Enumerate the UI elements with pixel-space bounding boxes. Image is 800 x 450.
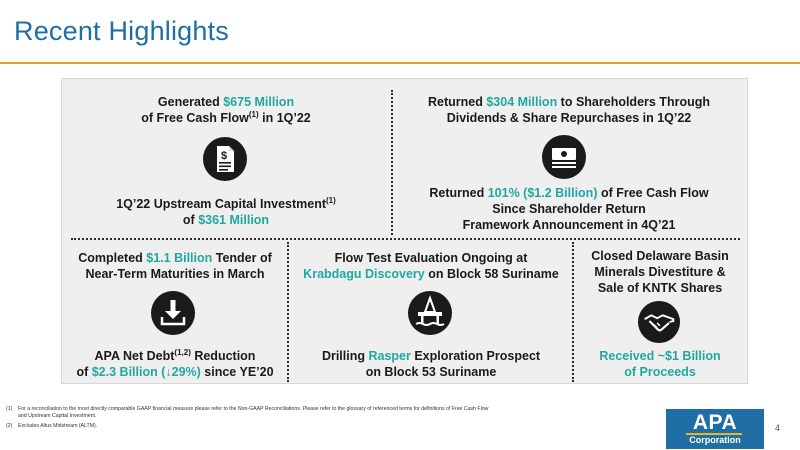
svg-text:$: $ bbox=[221, 150, 227, 162]
divider-top-vertical bbox=[391, 90, 393, 235]
cash-stack-icon bbox=[542, 135, 586, 179]
fcf-line: Generated $675 Million bbox=[157, 95, 295, 109]
page-number: 4 bbox=[775, 423, 781, 433]
footnote-2: (2) Excludes Altus Midstream (ALTM). bbox=[6, 423, 98, 429]
handshake-icon bbox=[637, 300, 681, 344]
shareholder-return-block: Returned $304 Million to Shareholders Th… bbox=[428, 95, 710, 125]
net-debt-block: APA Net Debt(1,2) Reduction of $2.3 Bill… bbox=[76, 347, 274, 379]
divider-bottom-right bbox=[572, 242, 574, 382]
footnote-1: (1) For a reconciliation to the most dire… bbox=[6, 406, 489, 412]
offshore-rig-icon bbox=[408, 291, 452, 335]
proceeds-block: Received ~$1 Billion of Proceeds bbox=[599, 349, 721, 379]
tender-block: Completed $1.1 Billion Tender of Near-Te… bbox=[78, 251, 272, 281]
divider-horizontal bbox=[71, 238, 740, 240]
apa-logo: APA Corporation bbox=[666, 409, 764, 449]
capital-investment-block: 1Q’22 Upstream Capital Investment(1) of … bbox=[116, 195, 336, 227]
title-rule bbox=[0, 62, 800, 64]
divestiture-block: Closed Delaware Basin Minerals Divestitu… bbox=[591, 249, 729, 295]
slide-title: Recent Highlights bbox=[14, 16, 230, 46]
free-cash-flow-block: Generated $675 Million of Free Cash Flow… bbox=[80, 94, 372, 126]
divider-bottom-left bbox=[287, 242, 289, 382]
flow-test-block: Flow Test Evaluation Ongoing at Krabdagu… bbox=[303, 251, 559, 281]
fcf-line-2: of Free Cash Flow(1) in 1Q’22 bbox=[141, 109, 311, 125]
footnote-1-cont: and Upstream Capital Investment. bbox=[18, 413, 97, 419]
download-tray-icon bbox=[151, 291, 195, 335]
fcf-returned-block: Returned 101% ($1.2 Billion) of Free Cas… bbox=[429, 186, 709, 232]
rasper-block: Drilling Rasper Exploration Prospect on … bbox=[321, 349, 541, 379]
document-dollar-icon: $ bbox=[203, 137, 247, 181]
